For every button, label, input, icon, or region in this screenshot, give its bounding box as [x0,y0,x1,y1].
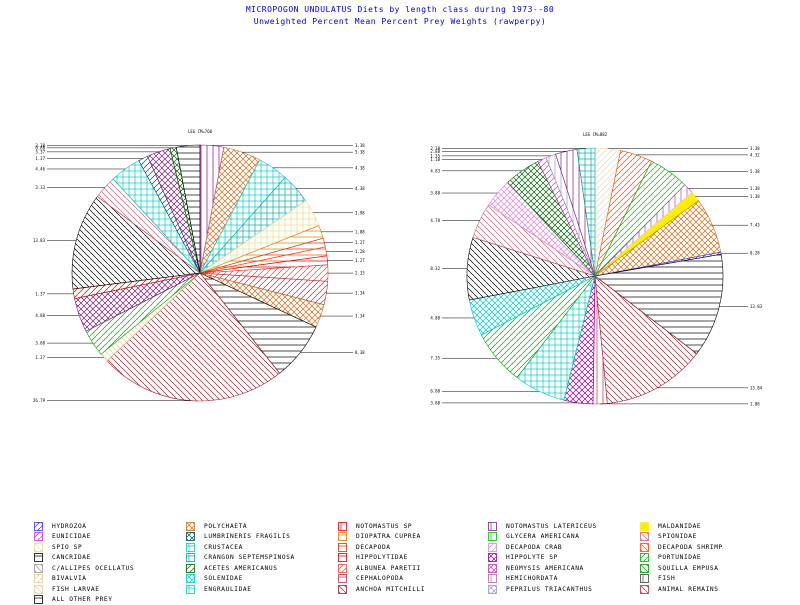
slice-value-label: 7.43 [750,223,760,228]
pie-slice-cancridae [594,253,724,355]
slice-value-label: 13.83 [750,304,763,309]
slice-value-label: 1.35 [430,153,440,158]
slice-value-label: 13.84 [750,385,763,390]
slice-value-label: 2.33 [355,271,365,276]
slice-value-label: 4.38 [355,165,365,170]
pie-subtitle: LEG CM=760 [188,129,213,134]
slice-value-label: 13.83 [33,238,46,243]
slice-value-label: 4.78 [430,218,440,223]
slice-value-label: 3.98 [355,210,365,215]
slice-value-label: 3.34 [355,314,365,319]
slice-value-label: 4.38 [355,186,365,191]
slice-value-label: 3.38 [750,146,760,151]
slice-value-label: 1.28 [355,249,365,254]
pie-slice-cancridae [71,196,201,290]
pie-chart-right: LEG CM=882 3.384.32 5.38 1.38 1.38 7.43 0.28 13… [430,132,762,406]
slice-value-label: 3.38 [35,143,45,148]
slice-value-label: 5.38 [750,169,760,174]
chart-title-line2: Unweighted Percent Mean Percent Prey Wei… [253,17,547,26]
slice-value-label: 1.27 [355,240,365,245]
slice-value-label: 4.88 [430,315,440,320]
slice-value-label: 1.18 [430,157,440,162]
pie-chart-left: LEG CM=760 3.38 5.38 4.38 4.38 3.98 1.88 1.27 1.… [33,129,365,403]
pie-subtitle: LEG CM=882 [583,132,608,137]
slice-value-label: 3.37 [35,149,45,154]
chart-title-line1: MICROPOGON UNDULATUS Diets by length cla… [245,5,555,14]
slice-value-label: 1.37 [35,291,45,296]
slice-value-label: 4.32 [750,152,760,157]
slice-value-label: 7.35 [430,356,440,361]
slice-value-label: 1.38 [750,194,760,199]
slice-value-label: 1.27 [355,258,365,263]
slice-value-label: 8.32 [430,266,440,271]
slice-value-label: 3.88 [35,341,45,346]
slice-value-label: 4.88 [35,313,45,318]
slice-value-label: 3.88 [430,400,440,405]
slice-value-label: 1.88 [355,229,365,234]
slice-value-label: 3.33 [35,185,45,190]
pie-slice-crangon-septemspinosa [576,147,596,277]
slice-value-label: 3.88 [430,191,440,196]
slice-value-label: 1.37 [35,156,45,161]
slice-value-label: 3.38 [355,143,365,148]
pie-slice-anchoa-mitchilli [106,272,281,402]
slice-value-label: 0.28 [750,251,760,256]
slice-value-label: 2.38 [430,146,440,151]
slice-value-label: 26.79 [33,398,46,403]
slice-value-label: 1.38 [750,186,760,191]
slice-value-label: 6.88 [430,389,440,394]
slice-value-label: 3.34 [355,291,365,296]
slice-value-label: 0.88 [35,145,45,150]
slice-value-label: 4.46 [35,166,45,171]
slice-value-label: 8.38 [355,350,365,355]
slice-value-label: 1.27 [35,355,45,360]
slice-value-label: 5.38 [355,150,365,155]
pie-slice-anchoa-mitchilli [594,275,698,404]
slice-value-label: 1.88 [750,401,760,406]
slice-value-label: 4.83 [430,168,440,173]
slice-value-label: 2.88 [430,149,440,154]
